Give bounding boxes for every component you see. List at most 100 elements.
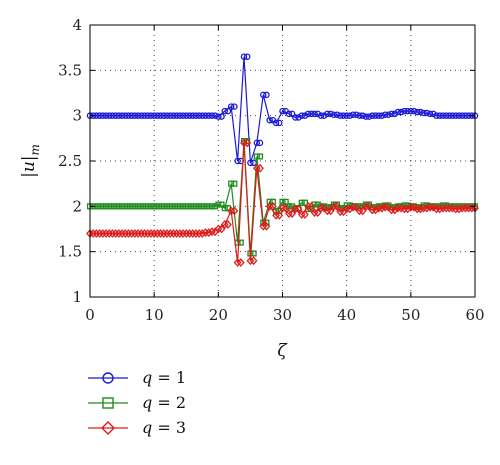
circle-marker bbox=[301, 112, 309, 119]
circle-marker bbox=[372, 112, 379, 119]
diamond-marker bbox=[281, 203, 290, 213]
square-marker bbox=[138, 203, 145, 210]
circle-marker bbox=[426, 110, 434, 118]
square-marker bbox=[208, 203, 215, 210]
circle-marker bbox=[458, 112, 466, 119]
square-marker bbox=[173, 203, 180, 210]
circle-marker bbox=[131, 112, 139, 119]
diamond-marker bbox=[288, 209, 296, 218]
square-marker bbox=[183, 203, 190, 210]
circle-marker bbox=[333, 111, 341, 119]
circle-marker bbox=[439, 112, 447, 119]
y-axis-label: |u|m bbox=[19, 144, 42, 178]
circle-marker bbox=[128, 112, 135, 119]
circle-marker bbox=[179, 112, 187, 119]
ticks: 0 10 20 30 40 50 60 1 1.5 2 2.5 3 3.5 4 bbox=[58, 16, 484, 324]
x-axis-label: ζ bbox=[277, 341, 288, 361]
square-marker bbox=[324, 204, 331, 211]
circle-marker bbox=[125, 112, 132, 119]
circle-marker bbox=[186, 112, 193, 119]
x-tick-label: 10 bbox=[145, 306, 164, 324]
circle-marker bbox=[340, 112, 347, 119]
square-marker bbox=[218, 201, 225, 208]
square-marker bbox=[343, 202, 350, 209]
diamond-marker bbox=[275, 211, 284, 220]
circle-marker bbox=[420, 109, 427, 117]
circle-marker bbox=[173, 112, 180, 119]
circle-marker bbox=[349, 111, 357, 119]
y-tick-label: 4 bbox=[72, 16, 82, 34]
square-marker bbox=[106, 203, 113, 210]
square-marker bbox=[192, 203, 199, 210]
legend-label: q = 1 bbox=[142, 368, 186, 387]
square-marker bbox=[109, 203, 116, 210]
square-marker bbox=[176, 203, 183, 210]
diamond-marker bbox=[224, 220, 232, 229]
square-marker bbox=[167, 203, 174, 210]
circle-marker bbox=[256, 139, 264, 147]
circle-marker bbox=[336, 112, 344, 119]
circle-marker bbox=[381, 111, 389, 119]
diamond-marker-icon bbox=[101, 421, 115, 435]
square-marker bbox=[356, 203, 363, 210]
legend: q = 1 q = 2 q = 3 bbox=[88, 368, 186, 437]
circle-marker bbox=[320, 112, 328, 119]
square-marker bbox=[144, 203, 151, 210]
circle-marker bbox=[430, 110, 437, 118]
circle-marker bbox=[359, 112, 366, 119]
diamond-marker bbox=[326, 206, 335, 216]
circle-marker bbox=[276, 119, 283, 127]
circle-marker bbox=[189, 112, 196, 119]
circle-marker bbox=[362, 113, 370, 120]
circle-marker bbox=[138, 112, 145, 119]
circle-marker bbox=[170, 112, 177, 119]
series-line bbox=[90, 141, 475, 254]
square-marker bbox=[99, 203, 106, 210]
y-tick-label: 1 bbox=[72, 288, 82, 306]
y-tick-label: 3 bbox=[72, 107, 82, 125]
circle-marker bbox=[218, 113, 225, 120]
circle-marker bbox=[455, 112, 463, 119]
circle-marker bbox=[247, 159, 254, 167]
circle-marker bbox=[115, 112, 123, 119]
circle-marker bbox=[449, 112, 456, 119]
circle-marker bbox=[285, 110, 293, 118]
square-marker bbox=[112, 203, 119, 210]
circle-marker bbox=[141, 112, 148, 119]
circle-marker bbox=[176, 112, 184, 119]
square-marker bbox=[141, 203, 148, 210]
circle-marker bbox=[327, 110, 334, 118]
circle-marker bbox=[413, 108, 421, 116]
diamond-marker bbox=[204, 228, 213, 238]
circle-marker bbox=[417, 108, 424, 116]
square-marker bbox=[266, 198, 273, 205]
circle-marker bbox=[205, 112, 212, 119]
circle-marker bbox=[266, 116, 273, 124]
circle-marker bbox=[106, 112, 113, 119]
circle-marker bbox=[343, 112, 350, 119]
circle-marker bbox=[154, 112, 161, 119]
circle-marker bbox=[330, 111, 338, 119]
square-marker bbox=[202, 203, 209, 210]
circle-marker bbox=[224, 107, 232, 115]
circle-marker bbox=[407, 107, 415, 115]
circle-marker bbox=[96, 112, 103, 119]
square-marker bbox=[205, 203, 212, 210]
square-marker bbox=[122, 203, 129, 210]
circle-marker bbox=[404, 107, 411, 115]
square-marker bbox=[215, 201, 222, 208]
y-tick-label: 1.5 bbox=[58, 243, 82, 261]
diamond-marker bbox=[301, 210, 309, 219]
circle-marker bbox=[314, 110, 322, 118]
circle-marker bbox=[317, 112, 325, 119]
diamond-marker bbox=[435, 204, 444, 214]
circle-marker bbox=[144, 112, 151, 119]
circle-marker bbox=[292, 114, 299, 121]
circle-marker bbox=[423, 109, 431, 117]
circle-marker bbox=[199, 112, 206, 119]
circle-marker bbox=[202, 112, 209, 119]
square-marker bbox=[256, 153, 264, 160]
circle-marker bbox=[375, 112, 382, 119]
circle-marker bbox=[211, 112, 219, 119]
